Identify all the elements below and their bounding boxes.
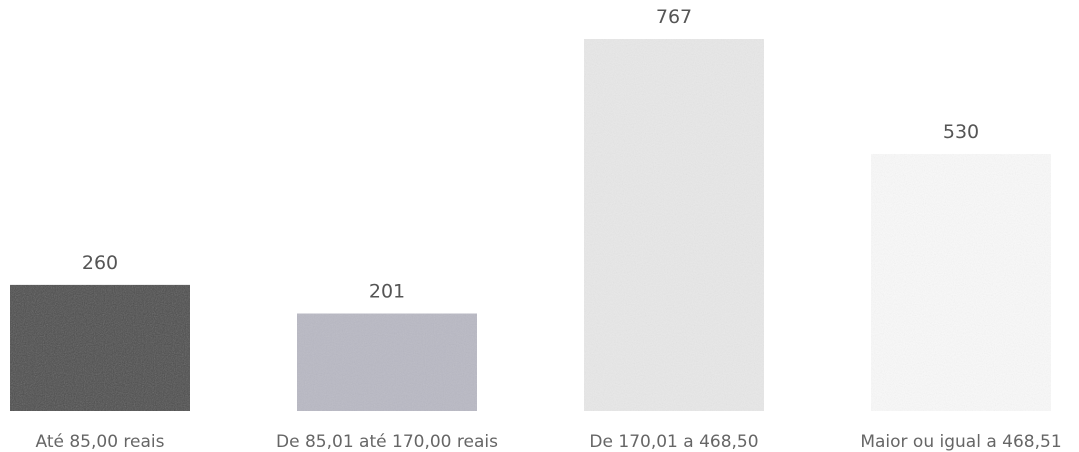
category-label-2: De 85,01 até 170,00 reais	[276, 432, 498, 452]
bars-layer	[10, 39, 1051, 411]
data-label-1: 260	[82, 252, 118, 274]
bar-2	[297, 313, 477, 411]
category-label-1: Até 85,00 reais	[35, 432, 164, 452]
category-labels-layer: Até 85,00 reais De 85,01 até 170,00 reais…	[35, 432, 1061, 452]
bar-4	[871, 153, 1051, 411]
category-label-4: Maior ou igual a 468,51	[860, 432, 1061, 452]
data-label-4: 530	[943, 121, 979, 143]
data-label-3: 767	[656, 6, 692, 28]
data-label-2: 201	[369, 281, 405, 303]
category-label-3: De 170,01 a 468,50	[589, 432, 758, 452]
bar-3	[584, 39, 764, 411]
data-labels-layer: 260 201 767 530	[82, 6, 979, 303]
bar-1	[10, 284, 190, 411]
